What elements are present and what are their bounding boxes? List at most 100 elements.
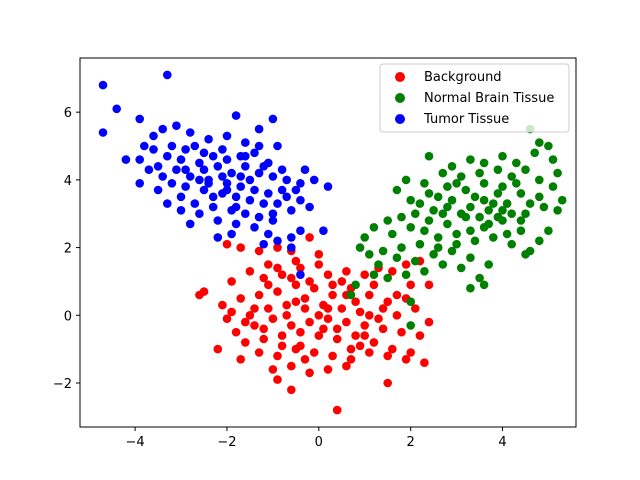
point-tumor-tissue-94 xyxy=(181,165,190,174)
point-background-44 xyxy=(392,311,402,320)
point-normal-brain-tissue-25 xyxy=(498,182,507,191)
point-normal-brain-tissue-22 xyxy=(443,182,452,191)
point-background-91 xyxy=(332,324,342,334)
point-normal-brain-tissue-41 xyxy=(369,223,379,232)
axes-frame xyxy=(79,57,577,428)
point-normal-brain-tissue-71 xyxy=(438,260,448,269)
point-tumor-tissue-88 xyxy=(222,155,232,164)
point-background-74 xyxy=(328,351,337,361)
point-normal-brain-tissue-17 xyxy=(420,179,429,188)
point-background-50 xyxy=(360,321,370,330)
point-background-104 xyxy=(305,277,314,286)
point-normal-brain-tissue-16 xyxy=(438,168,448,178)
legend-marker-background xyxy=(395,72,405,82)
point-normal-brain-tissue-29 xyxy=(557,195,567,205)
point-background-112 xyxy=(346,355,356,364)
point-background-87 xyxy=(332,405,342,415)
point-tumor-tissue-16 xyxy=(167,141,177,151)
point-normal-brain-tissue-31 xyxy=(539,202,549,212)
point-tumor-tissue-104 xyxy=(222,185,232,195)
point-background-12 xyxy=(277,270,287,280)
point-tumor-tissue-64 xyxy=(190,199,200,208)
point-normal-brain-tissue-76 xyxy=(351,280,360,290)
point-tumor-tissue-96 xyxy=(218,172,227,181)
point-background-80 xyxy=(213,344,223,354)
point-background-94 xyxy=(264,280,273,290)
point-tumor-tissue-105 xyxy=(236,172,245,181)
point-normal-brain-tissue-32 xyxy=(521,209,530,218)
point-tumor-tissue-4 xyxy=(231,111,241,120)
point-background-47 xyxy=(415,331,425,340)
point-normal-brain-tissue-84 xyxy=(493,189,503,198)
point-normal-brain-tissue-75 xyxy=(369,270,379,280)
point-background-92 xyxy=(282,311,292,320)
point-normal-brain-tissue-107 xyxy=(443,202,452,212)
x-tick-label: 0 xyxy=(315,435,323,450)
point-normal-brain-tissue-11 xyxy=(521,165,530,174)
point-normal-brain-tissue-36 xyxy=(447,195,457,205)
point-tumor-tissue-0 xyxy=(98,80,108,90)
point-normal-brain-tissue-58 xyxy=(397,243,406,252)
point-tumor-tissue-76 xyxy=(185,219,195,229)
point-normal-brain-tissue-20 xyxy=(406,195,416,205)
point-normal-brain-tissue-68 xyxy=(484,260,494,269)
point-tumor-tissue-107 xyxy=(277,185,287,195)
point-tumor-tissue-32 xyxy=(227,168,236,178)
y-tick-label: 0 xyxy=(64,309,72,324)
point-background-106 xyxy=(241,317,250,327)
point-normal-brain-tissue-79 xyxy=(466,283,475,293)
point-tumor-tissue-27 xyxy=(296,179,305,188)
point-background-8 xyxy=(264,260,273,269)
point-normal-brain-tissue-62 xyxy=(374,260,383,269)
point-background-37 xyxy=(264,304,273,313)
point-tumor-tissue-25 xyxy=(309,175,319,185)
point-tumor-tissue-21 xyxy=(250,148,259,158)
point-tumor-tissue-28 xyxy=(282,175,292,185)
point-tumor-tissue-31 xyxy=(241,162,250,171)
point-normal-brain-tissue-74 xyxy=(383,273,393,283)
point-normal-brain-tissue-96 xyxy=(420,226,429,235)
point-normal-brain-tissue-86 xyxy=(452,179,461,188)
point-normal-brain-tissue-49 xyxy=(516,226,526,235)
point-tumor-tissue-3 xyxy=(163,70,172,80)
point-normal-brain-tissue-77 xyxy=(346,290,356,300)
point-background-70 xyxy=(401,355,411,364)
point-tumor-tissue-14 xyxy=(135,114,144,124)
point-background-103 xyxy=(365,311,374,320)
point-background-6 xyxy=(314,250,324,259)
point-background-7 xyxy=(291,256,301,266)
point-background-108 xyxy=(392,290,402,300)
point-normal-brain-tissue-26 xyxy=(516,189,526,198)
point-background-55 xyxy=(268,314,278,324)
point-normal-brain-tissue-8 xyxy=(548,155,558,164)
point-normal-brain-tissue-18 xyxy=(401,175,411,185)
point-tumor-tissue-87 xyxy=(199,165,209,174)
point-background-98 xyxy=(337,277,347,286)
point-tumor-tissue-69 xyxy=(268,216,278,225)
point-normal-brain-tissue-37 xyxy=(429,206,438,215)
legend-label-tumor-tissue: Tumor Tissue xyxy=(423,112,509,127)
point-background-75 xyxy=(309,348,319,357)
point-normal-brain-tissue-35 xyxy=(466,202,475,212)
point-tumor-tissue-39 xyxy=(121,155,131,164)
legend: Background Normal Brain Tissue Tumor Tis… xyxy=(379,63,570,133)
point-background-57 xyxy=(231,327,241,337)
point-tumor-tissue-68 xyxy=(254,212,264,222)
point-normal-brain-tissue-101 xyxy=(512,158,521,168)
point-tumor-tissue-47 xyxy=(250,185,259,195)
point-normal-brain-tissue-38 xyxy=(411,209,420,218)
point-background-113 xyxy=(378,304,388,313)
point-tumor-tissue-82 xyxy=(296,226,305,235)
point-tumor-tissue-98 xyxy=(291,185,301,195)
point-background-42 xyxy=(355,307,365,317)
point-tumor-tissue-95 xyxy=(241,151,250,161)
point-normal-brain-tissue-61 xyxy=(355,243,365,252)
point-normal-brain-tissue-27 xyxy=(535,192,544,202)
point-tumor-tissue-41 xyxy=(158,172,167,181)
point-normal-brain-tissue-104 xyxy=(484,219,494,229)
point-background-2 xyxy=(254,246,264,256)
y-tick-label: 4 xyxy=(64,174,72,189)
point-normal-brain-tissue-4 xyxy=(498,151,507,161)
point-background-5 xyxy=(305,233,314,242)
point-normal-brain-tissue-14 xyxy=(475,168,484,178)
